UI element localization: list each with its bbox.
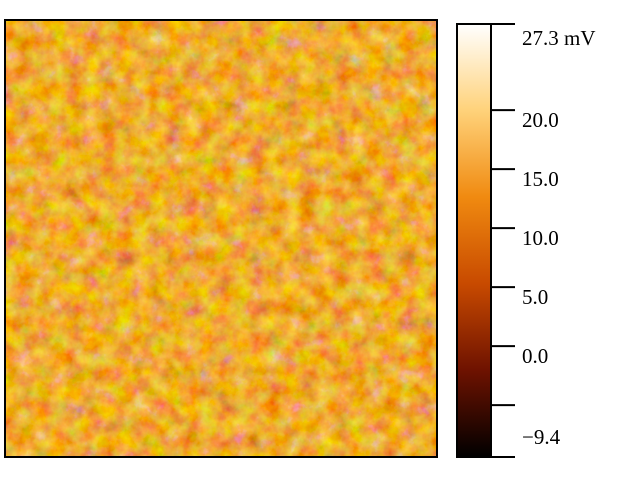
tick-label: 20.0 (522, 108, 559, 132)
tick-label: 0.0 (522, 344, 548, 368)
tick-label: 5.0 (522, 285, 548, 309)
tick-label: 10.0 (522, 226, 559, 250)
tick-label: 27.3 mV (522, 26, 596, 50)
tick-label: −9.4 (522, 425, 561, 449)
tick-label: 15.0 (522, 167, 559, 191)
map-frame (4, 19, 438, 458)
map-image (5, 20, 437, 457)
colorbar (456, 23, 492, 458)
